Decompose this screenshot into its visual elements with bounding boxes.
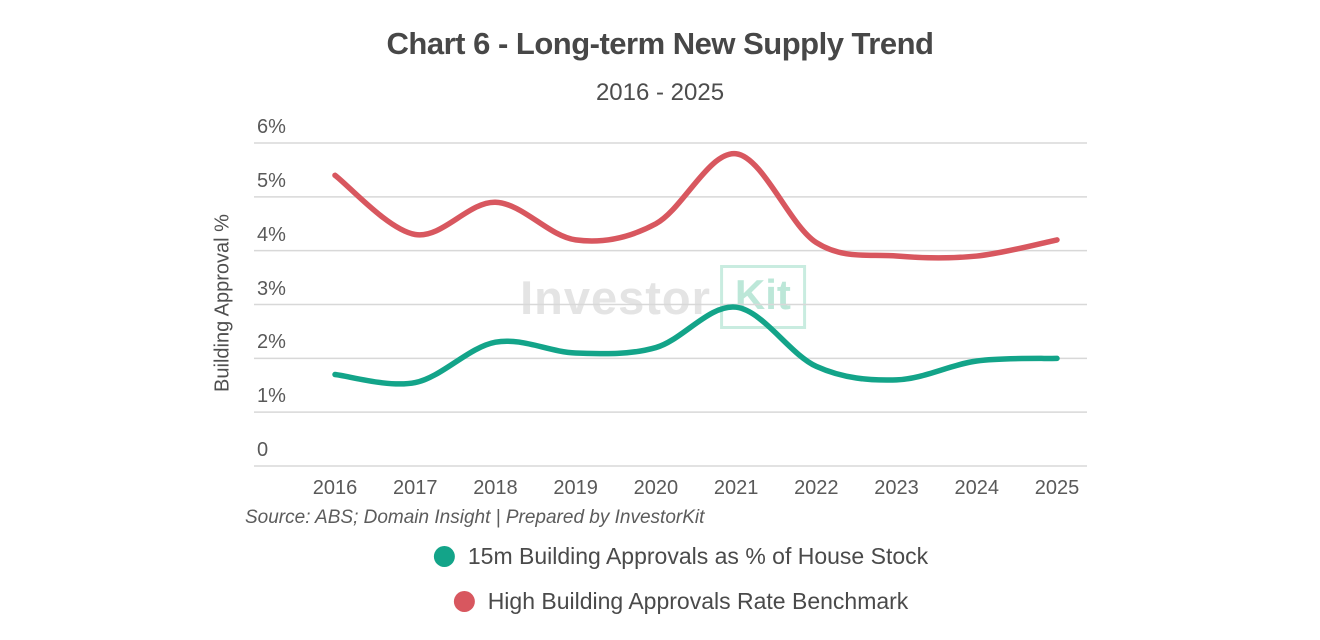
legend-label: High Building Approvals Rate Benchmark [487,588,909,614]
x-tick-label: 2023 [874,477,919,499]
legend-label: 15m Building Approvals as % of House Sto… [467,543,929,569]
y-tick-label: 3% [257,277,286,300]
y-tick-label: 4% [257,223,286,246]
legend-dot-icon [453,591,475,612]
legend-dot-icon [433,546,455,567]
y-tick-label: 0 [257,439,269,461]
x-tick-label: 2016 [312,477,358,499]
y-tick-label: 1% [257,385,286,408]
y-tick-label: 5% [257,169,286,192]
x-tick-label: 2025 [1034,477,1080,499]
x-tick-label: 2020 [633,477,679,499]
y-tick-label: 2% [257,331,286,354]
x-tick-label: 2024 [954,477,1000,499]
x-tick-label: 2018 [473,477,518,499]
x-tick-label: 2019 [553,477,598,499]
chart-subtitle: 2016 - 2025 [595,79,725,106]
x-tick-label: 2022 [794,477,839,499]
source-note: Source: ABS; Domain Insight | Prepared b… [245,507,705,528]
legend-item-1: High Building Approvals Rate Benchmark [453,588,909,615]
y-tick-label: 6% [257,116,286,138]
x-tick-label: 2017 [392,477,438,499]
chart-title: Chart 6 - Long-term New Supply Trend [386,26,934,61]
legend-item-0: 15m Building Approvals as % of House Sto… [433,543,929,570]
series-line-1 [332,151,1060,261]
legend: 15m Building Approvals as % of House Sto… [433,543,929,615]
series-line-0 [332,304,1060,387]
x-tick-label: 2021 [713,477,759,499]
y-axis-title: Building Approval % [211,214,234,392]
watermark-investor-text: Investor [520,270,711,324]
